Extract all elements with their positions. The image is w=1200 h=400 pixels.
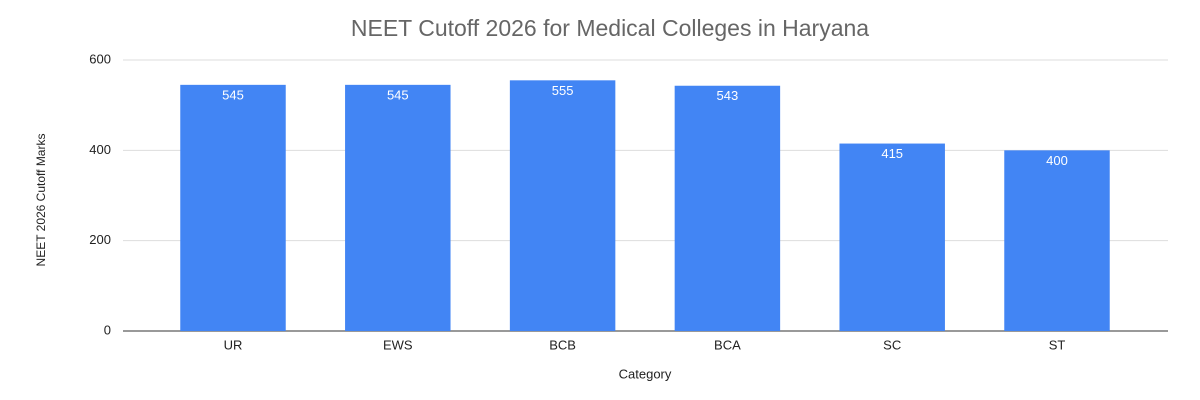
value-label: 415: [881, 146, 903, 161]
bar: [839, 143, 945, 331]
x-tick-label: SC: [883, 337, 901, 352]
bar: [1004, 150, 1110, 331]
y-tick-label: 600: [89, 51, 111, 66]
value-label: 555: [552, 83, 574, 98]
x-tick-label: EWS: [383, 337, 413, 352]
value-label: 543: [717, 88, 739, 103]
bar: [674, 85, 781, 332]
chart-title: NEET Cutoff 2026 for Medical Colleges in…: [351, 15, 869, 41]
x-tick-label: ST: [1049, 337, 1066, 352]
x-tick-label: BCB: [549, 337, 576, 352]
value-label: 400: [1046, 153, 1068, 168]
x-axis-title: Category: [619, 366, 672, 381]
x-tick-label: UR: [224, 337, 243, 352]
y-tick-label: 200: [89, 232, 111, 247]
bar: [180, 84, 286, 331]
bar: [345, 84, 451, 331]
y-tick-label: 400: [89, 142, 111, 157]
x-tick-label: BCA: [714, 337, 741, 352]
value-label: 545: [387, 87, 409, 102]
value-label: 545: [222, 87, 244, 102]
bar: [509, 80, 616, 331]
y-tick-label: 0: [104, 322, 111, 337]
y-axis-title: NEET 2026 Cutoff Marks: [34, 134, 48, 267]
